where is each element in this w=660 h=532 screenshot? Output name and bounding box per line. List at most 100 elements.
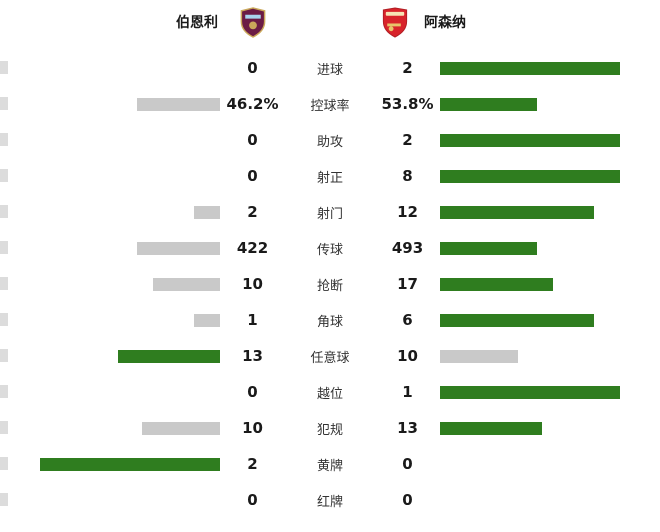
row-left-edge-mark — [0, 241, 8, 254]
stat-label: 犯规 — [316, 422, 343, 438]
arsenal-crest-icon — [382, 7, 408, 38]
home-stat-value: 0 — [247, 59, 258, 77]
stat-label: 任意球 — [310, 350, 350, 366]
stat-label: 射正 — [316, 170, 343, 186]
home-stat-value: 10 — [242, 419, 263, 437]
away-stat-value: 10 — [397, 347, 418, 365]
away-stat-value: 13 — [397, 419, 418, 437]
home-stat-bar — [137, 241, 220, 255]
away-stat-value: 0 — [402, 491, 413, 509]
away-stat-bar — [440, 349, 518, 363]
row-left-edge-mark — [0, 205, 8, 218]
row-left-edge-mark — [0, 133, 8, 146]
stat-row: 422 传球 493 — [0, 230, 660, 266]
home-bar-zone — [0, 241, 220, 255]
burnley-crest-icon — [240, 7, 266, 38]
home-bar-zone — [0, 421, 220, 435]
row-left-edge-mark — [0, 169, 8, 182]
stat-row: 0 进球 2 — [0, 50, 660, 86]
home-stat-bar — [194, 313, 220, 327]
stat-label: 黄牌 — [316, 458, 343, 474]
away-stat-value: 17 — [397, 275, 418, 293]
home-bar-zone — [0, 313, 220, 327]
stats-rows: 0 进球 2 46.2% 控球率 53.8% 0 助攻 2 0 射正 8 2 射门 12 422 传球 493 10… — [0, 50, 660, 518]
stat-label: 助攻 — [316, 134, 343, 150]
stat-label: 传球 — [316, 242, 343, 258]
away-stat-value: 493 — [391, 239, 424, 257]
home-bar-zone — [0, 134, 220, 147]
home-bar-zone — [0, 170, 220, 183]
home-bar-zone — [0, 457, 220, 471]
stat-row: 1 角球 6 — [0, 302, 660, 338]
home-bar-zone — [0, 205, 220, 219]
away-stat-value: 2 — [402, 59, 413, 77]
away-stat-value: 6 — [402, 311, 413, 329]
home-bar-zone — [0, 62, 220, 75]
home-bar-zone — [0, 97, 220, 111]
away-stat-bar — [440, 421, 542, 435]
row-left-edge-mark — [0, 97, 8, 110]
away-stat-bar — [440, 169, 620, 183]
away-bar-zone — [440, 169, 660, 183]
home-stat-value: 1 — [247, 311, 258, 329]
away-bar-zone — [440, 349, 660, 363]
row-left-edge-mark — [0, 385, 8, 398]
away-bar-zone — [440, 494, 660, 507]
away-stat-bar — [440, 241, 537, 255]
match-header: 伯恩利 阿森纳 — [0, 0, 660, 50]
away-stat-bar — [440, 277, 553, 291]
home-stat-value: 13 — [242, 347, 263, 365]
stat-label: 抢断 — [316, 278, 343, 294]
away-stat-value: 2 — [402, 131, 413, 149]
stat-label: 红牌 — [316, 494, 343, 510]
home-stat-value: 0 — [247, 383, 258, 401]
home-stat-bar — [153, 277, 220, 291]
stat-label: 进球 — [316, 62, 343, 78]
away-bar-zone — [440, 241, 660, 255]
home-stat-value: 0 — [247, 131, 258, 149]
away-stat-bar — [440, 97, 537, 111]
stat-row: 0 助攻 2 — [0, 122, 660, 158]
home-bar-zone — [0, 349, 220, 363]
home-stat-bar — [40, 457, 220, 471]
row-left-edge-mark — [0, 421, 8, 434]
away-bar-zone — [440, 61, 660, 75]
away-bar-zone — [440, 205, 660, 219]
away-stat-bar — [440, 385, 620, 399]
stat-label: 射门 — [316, 206, 343, 222]
home-stat-value: 46.2% — [226, 95, 279, 113]
away-stat-value: 8 — [402, 167, 413, 185]
stat-row: 0 红牌 0 — [0, 482, 660, 518]
stat-label: 角球 — [316, 314, 343, 330]
away-stat-value: 53.8% — [381, 95, 434, 113]
stat-row: 0 越位 1 — [0, 374, 660, 410]
away-bar-zone — [440, 313, 660, 327]
away-stat-bar — [440, 205, 594, 219]
home-bar-zone — [0, 277, 220, 291]
home-stat-value: 422 — [236, 239, 269, 257]
row-left-edge-mark — [0, 457, 8, 470]
away-bar-zone — [440, 458, 660, 471]
stat-row: 10 犯规 13 — [0, 410, 660, 446]
home-stat-bar — [194, 205, 220, 219]
away-stat-value: 12 — [397, 203, 418, 221]
away-stat-bar — [440, 61, 620, 75]
home-stat-value: 0 — [247, 491, 258, 509]
stat-row: 46.2% 控球率 53.8% — [0, 86, 660, 122]
home-stat-bar — [137, 97, 220, 111]
stat-row: 2 射门 12 — [0, 194, 660, 230]
stat-row: 13 任意球 10 — [0, 338, 660, 374]
away-stat-bar — [440, 313, 594, 327]
row-left-edge-mark — [0, 349, 8, 362]
home-stat-bar — [118, 349, 220, 363]
home-team-name: 伯恩利 — [176, 15, 218, 31]
stat-row: 2 黄牌 0 — [0, 446, 660, 482]
away-stat-value: 1 — [402, 383, 413, 401]
stat-label: 越位 — [316, 386, 343, 402]
home-bar-zone — [0, 494, 220, 507]
away-team-name: 阿森纳 — [424, 15, 466, 31]
stat-label: 控球率 — [310, 98, 350, 114]
home-stat-value: 2 — [247, 455, 258, 473]
stat-row: 0 射正 8 — [0, 158, 660, 194]
